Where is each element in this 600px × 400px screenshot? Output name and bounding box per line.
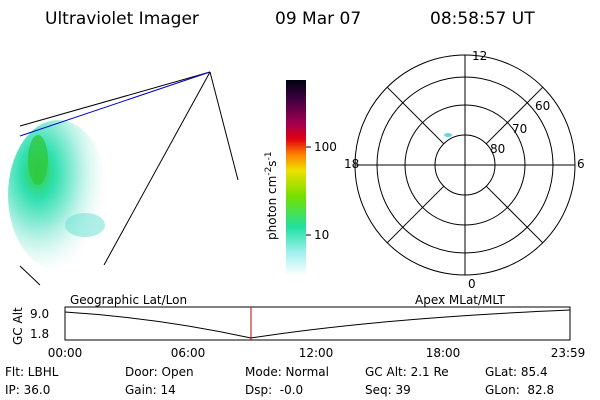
limb-line (19, 71, 211, 137)
status-field: GLon: 82.8 (485, 383, 554, 397)
colorbar: 100 10 photon cm-2s-1 (264, 80, 337, 276)
status-field: GC Alt: 2.1 Re (365, 365, 449, 379)
mlt-label: 6 (577, 157, 585, 171)
unit: photon cm (265, 176, 279, 240)
status-field: Flt: LBHL (5, 365, 59, 379)
x-tick: 12:00 (299, 346, 334, 360)
mlt-label: 12 (472, 49, 487, 63)
meridian (485, 185, 544, 244)
mlt-label: 0 (468, 277, 476, 291)
image-view (8, 71, 239, 286)
colorbar-scale (286, 80, 306, 276)
status-field: Seq: 39 (365, 383, 411, 397)
fov-line (19, 265, 41, 286)
mlt-label: 18 (344, 157, 359, 171)
y-tick: 9.0 (30, 307, 49, 321)
mlat-label: 80 (490, 142, 505, 156)
y-label: GC Alt (11, 307, 25, 345)
fov-line (19, 71, 211, 127)
y-tick: 1.8 (30, 327, 49, 341)
x-tick: 23:59 (551, 346, 586, 360)
exponent: -2 (264, 167, 274, 176)
x-tick: 18:00 (426, 346, 461, 360)
aurora-spot (444, 133, 452, 137)
status-field: GLat: 85.4 (485, 365, 548, 379)
colorbar-tick: 10 (314, 228, 329, 242)
mlat-label: 60 (535, 99, 550, 113)
x-tick: 06:00 (171, 346, 206, 360)
exponent: -1 (264, 151, 274, 160)
timeline-frame (64, 306, 571, 341)
fov-line (209, 71, 239, 181)
status-field: IP: 36.0 (5, 383, 50, 397)
fov-line (103, 71, 211, 266)
status-field: Door: Open (125, 365, 194, 379)
status-field: Dsp: -0.0 (245, 383, 303, 397)
instrument: Ultraviolet Imager (45, 9, 199, 29)
mlat-label: 70 (512, 122, 527, 136)
timeline-title: Apex MLat/MLT (415, 293, 505, 307)
date: 09 Mar 07 (275, 9, 361, 29)
status: Flt: LBHL Door: Open Mode: Normal GC Alt: 2… (5, 365, 554, 397)
meridian (386, 185, 445, 244)
aurora (8, 120, 108, 270)
header: Ultraviolet Imager 09 Mar 07 08:58:57 UT (45, 9, 535, 29)
meridian (485, 86, 544, 145)
timeline-title: Geographic Lat/Lon (70, 293, 187, 307)
status-field: Gain: 14 (125, 383, 176, 397)
status-field: Mode: Normal (245, 365, 329, 379)
aurora-core (28, 135, 48, 185)
altitude-curve (64, 309, 571, 339)
meridian (386, 86, 445, 145)
colorbar-tick: 100 (314, 140, 337, 154)
unit: s (265, 160, 279, 166)
x-tick: 00:00 (48, 346, 83, 360)
polar-labels: 12 18 6 0 60 70 80 (344, 49, 585, 291)
aurora-patch (65, 213, 105, 237)
timeline: Geographic Lat/Lon Apex MLat/MLT GC Alt … (11, 293, 585, 360)
polar-plot (354, 54, 576, 276)
time: 08:58:57 UT (430, 9, 535, 29)
colorbar-label: photon cm-2s-1 (264, 151, 279, 240)
